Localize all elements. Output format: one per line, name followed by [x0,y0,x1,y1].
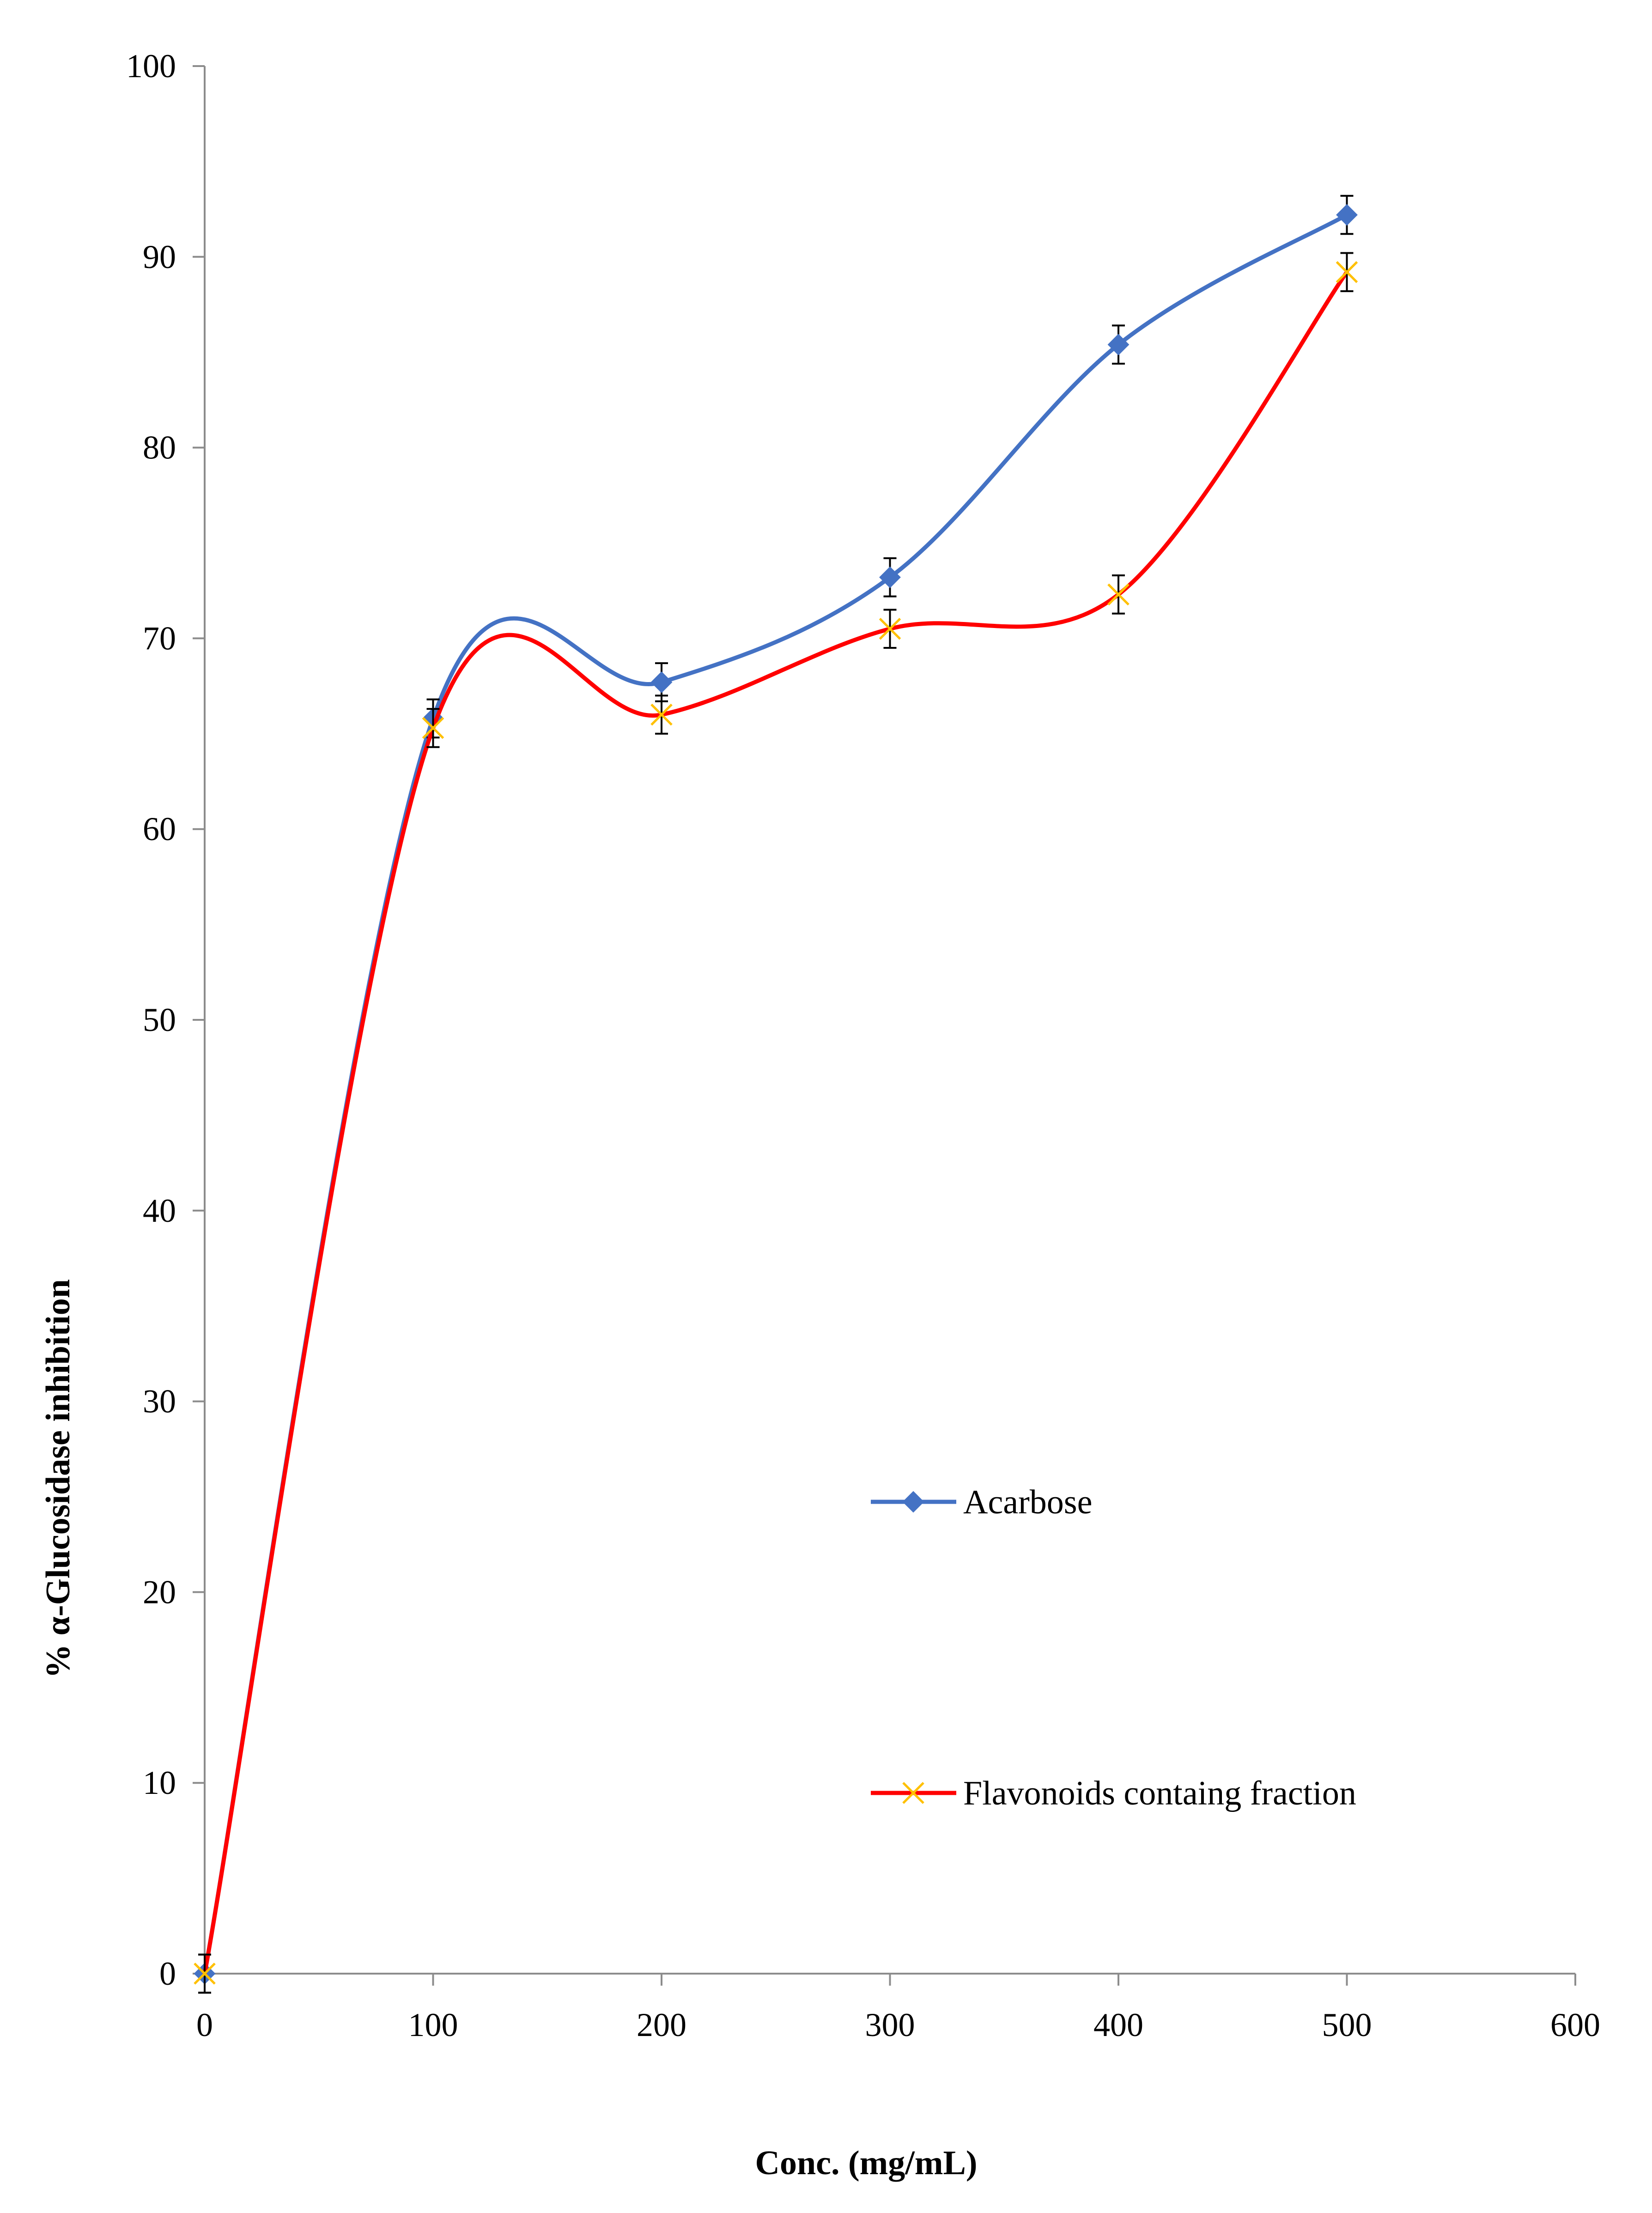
series-1 [194,195,1358,1994]
data-point [1336,204,1358,226]
x-tick-label: 400 [1093,2006,1143,2043]
axes: 0 10 20 30 40 50 60 70 80 90 100 0 100 200 300 400 500 60… [126,48,1600,2043]
y-tick-label: 70 [143,620,176,657]
series-line [202,270,1349,1976]
y-axis-title: % α-Glucosidase inhibition [39,1279,77,1678]
y-tick-label: 60 [143,811,176,847]
legend-label: Flavonoids containg fraction [963,1774,1356,1812]
y-tick-label: 40 [143,1192,176,1229]
legend-marker [902,1782,924,1804]
x-tick-label: 500 [1322,2006,1372,2043]
legend: Acarbose Flavonoids containg fraction [871,1483,1356,1812]
x-tick-label: 200 [637,2006,686,2043]
data-point [422,717,444,739]
y-tick-label: 90 [143,238,176,275]
data-point [194,1963,216,1985]
x-tick-label: 600 [1550,2006,1600,2043]
y-tick-label: 30 [143,1383,176,1420]
data-point [650,703,673,726]
series-2 [194,252,1358,1994]
legend-entry-2: Flavonoids containg fraction [871,1774,1356,1812]
x-tick-label: 100 [408,2006,458,2043]
data-point [879,617,901,640]
x-tick-label: 0 [196,2006,213,2043]
y-tick-label: 20 [143,1573,176,1610]
y-tick-label: 10 [143,1764,176,1801]
y-tick-label: 50 [143,1001,176,1038]
data-point [1107,334,1130,356]
y-tick-label: 0 [159,1955,176,1992]
y-tick-label: 80 [143,429,176,466]
series-layer [194,195,1358,1994]
data-point [879,566,901,588]
series-line [202,213,1349,1976]
legend-entry-1: Acarbose [871,1483,1092,1521]
x-tick-label: 300 [865,2006,915,2043]
y-tick-label: 100 [126,48,176,85]
data-point [1336,261,1358,283]
data-point [650,671,673,693]
data-point [1107,583,1130,606]
legend-marker [902,1491,924,1513]
legend-label: Acarbose [963,1483,1092,1521]
x-axis-title: Conc. (mg/mL) [755,2144,978,2182]
